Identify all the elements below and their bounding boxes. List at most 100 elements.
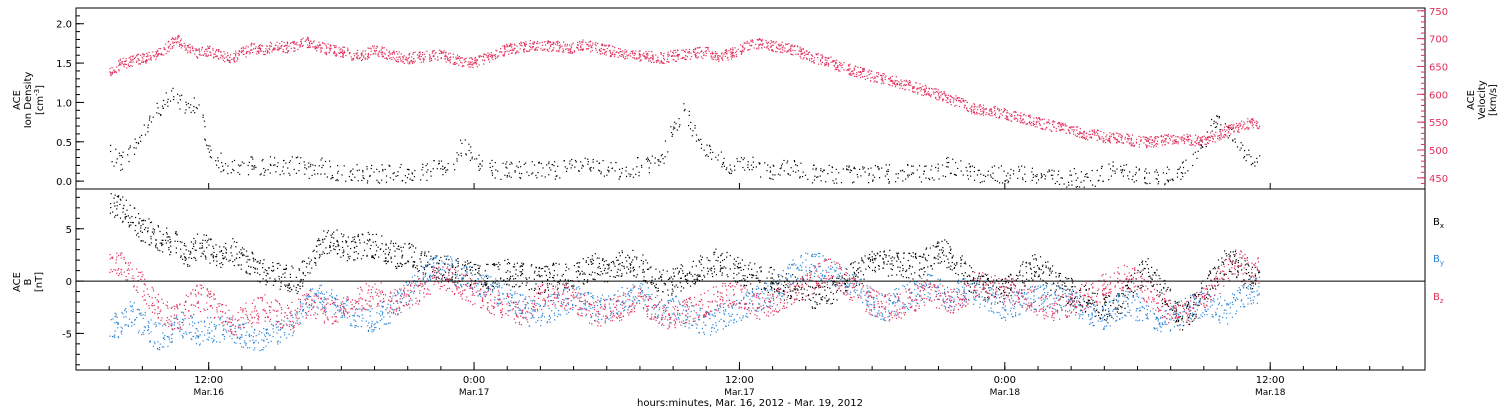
velocity-point bbox=[1052, 123, 1054, 126]
bx-point bbox=[642, 254, 644, 256]
velocity-point bbox=[646, 55, 648, 57]
velocity-point bbox=[1101, 136, 1103, 138]
velocity-point bbox=[924, 84, 926, 86]
velocity-point bbox=[820, 63, 822, 65]
density-point bbox=[628, 173, 630, 175]
velocity-point bbox=[1026, 123, 1028, 125]
density-point bbox=[456, 158, 458, 160]
density-point bbox=[1123, 164, 1125, 166]
velocity-point bbox=[950, 96, 953, 98]
density-point bbox=[973, 166, 975, 169]
velocity-point bbox=[1060, 126, 1062, 128]
velocity-point bbox=[820, 54, 822, 56]
velocity-point bbox=[1153, 144, 1155, 147]
velocity-point bbox=[1062, 124, 1064, 127]
velocity-point bbox=[543, 48, 545, 50]
density-point bbox=[1097, 180, 1099, 182]
velocity-point bbox=[1032, 122, 1035, 125]
bx-point bbox=[617, 268, 619, 270]
bx-point bbox=[464, 275, 466, 277]
velocity-point bbox=[402, 56, 404, 58]
velocity-point bbox=[124, 63, 126, 65]
density-point bbox=[502, 162, 504, 164]
density-point bbox=[209, 156, 211, 158]
density-point bbox=[728, 171, 730, 173]
velocity-point bbox=[1238, 131, 1240, 133]
density-point bbox=[1096, 169, 1098, 171]
velocity-point bbox=[960, 101, 962, 103]
density-point bbox=[873, 176, 876, 178]
velocity-point bbox=[452, 63, 454, 65]
bx-point bbox=[340, 233, 343, 235]
velocity-point bbox=[924, 90, 926, 92]
velocity-point bbox=[1113, 133, 1115, 135]
bx-point bbox=[137, 232, 139, 234]
velocity-point bbox=[1220, 134, 1222, 136]
velocity-point bbox=[602, 43, 604, 46]
bx-point bbox=[295, 286, 297, 289]
velocity-point bbox=[221, 55, 223, 57]
bx-point bbox=[667, 294, 669, 296]
velocity-point bbox=[1147, 140, 1149, 142]
velocity-point bbox=[470, 66, 472, 68]
bx-point bbox=[230, 252, 232, 254]
density-point bbox=[789, 174, 791, 176]
velocity-point bbox=[449, 62, 451, 64]
density-point bbox=[632, 176, 635, 178]
velocity-point bbox=[974, 113, 976, 115]
velocity-point bbox=[731, 56, 733, 58]
velocity-point bbox=[729, 51, 731, 53]
density-point bbox=[907, 174, 909, 176]
velocity-point bbox=[835, 62, 838, 64]
bx-point bbox=[250, 266, 252, 268]
velocity-point bbox=[787, 51, 789, 53]
bx-point bbox=[689, 271, 691, 273]
bx-point bbox=[306, 262, 308, 265]
bx-point bbox=[455, 259, 457, 261]
velocity-point bbox=[892, 80, 894, 82]
velocity-point bbox=[121, 61, 123, 64]
velocity-point bbox=[942, 100, 944, 102]
bx-point bbox=[513, 286, 515, 288]
bx-point bbox=[719, 270, 721, 272]
density-point bbox=[205, 144, 208, 146]
density-point bbox=[173, 98, 175, 101]
density-point bbox=[739, 160, 741, 163]
density-point bbox=[796, 165, 798, 167]
density-point bbox=[293, 168, 295, 171]
velocity-point bbox=[733, 56, 735, 58]
velocity-point bbox=[1022, 114, 1025, 116]
velocity-point bbox=[297, 48, 299, 51]
bx-point bbox=[349, 247, 352, 250]
density-point bbox=[430, 175, 432, 177]
bx-point bbox=[291, 265, 293, 267]
density-point bbox=[399, 166, 401, 169]
velocity-point bbox=[744, 47, 746, 49]
velocity-point bbox=[1006, 116, 1008, 118]
density-point bbox=[274, 164, 276, 166]
density-point bbox=[983, 180, 985, 182]
velocity-point bbox=[750, 40, 752, 43]
velocity-point bbox=[232, 58, 235, 60]
velocity-point bbox=[291, 41, 293, 44]
velocity-point bbox=[341, 49, 344, 51]
density-point bbox=[474, 158, 476, 160]
density-point bbox=[233, 169, 235, 172]
density-point bbox=[329, 166, 332, 168]
velocity-point bbox=[252, 43, 255, 45]
velocity-point bbox=[309, 46, 312, 48]
density-point bbox=[289, 174, 291, 176]
velocity-point bbox=[930, 87, 933, 90]
velocity-point bbox=[1020, 121, 1022, 124]
velocity-point bbox=[618, 47, 620, 50]
velocity-point bbox=[290, 47, 292, 50]
bx-point bbox=[380, 248, 382, 250]
bx-point bbox=[679, 282, 681, 284]
bx-point bbox=[221, 254, 224, 257]
velocity-point bbox=[666, 58, 669, 61]
velocity-point bbox=[488, 61, 491, 63]
velocity-point bbox=[343, 52, 345, 54]
velocity-point bbox=[447, 53, 450, 55]
velocity-point bbox=[1132, 142, 1134, 144]
bx-point bbox=[686, 273, 688, 275]
